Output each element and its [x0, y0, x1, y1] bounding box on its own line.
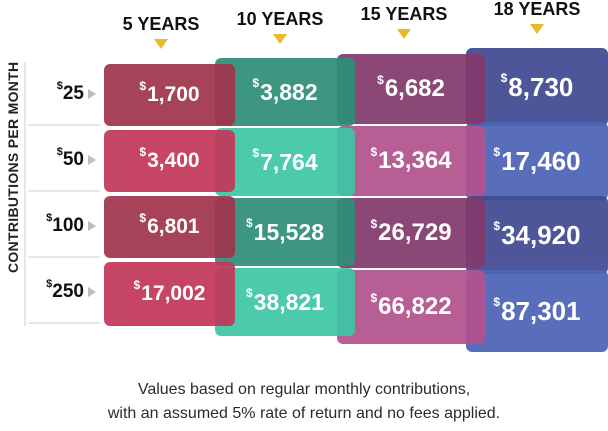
value-cell-250-10y: $38,821	[215, 268, 355, 336]
value-cell-100-18y: $34,920	[466, 196, 608, 274]
right-arrow-icon	[88, 221, 96, 231]
value-cell-100-5y: $6,801	[104, 196, 235, 258]
row-label-amount: 100	[52, 215, 84, 236]
down-arrow-icon	[530, 24, 544, 34]
dollar-sign: $	[133, 278, 141, 292]
value-amount: 15,528	[253, 218, 325, 245]
value-amount: 6,801	[147, 215, 200, 238]
footnote-line-1: Values based on regular monthly contribu…	[137, 381, 471, 398]
value-amount: 6,682	[384, 75, 445, 102]
value-cell-100-10y: $15,528	[215, 198, 355, 266]
value-cell-50-15y: $13,364	[337, 126, 485, 196]
column-header-label: 18 YEARS	[493, 0, 581, 19]
value-cell-25-10y: $3,882	[215, 58, 355, 126]
right-arrow-icon	[88, 287, 96, 297]
dollar-sign: $	[245, 216, 253, 230]
column-header-18-years: 18 YEARS	[472, 0, 602, 34]
row-label-amount: 250	[52, 281, 84, 302]
row-label-25: $25	[28, 64, 100, 126]
value-cell-50-18y: $17,460	[466, 122, 608, 200]
row-label-amount: 50	[62, 149, 84, 170]
dollar-sign: $	[56, 80, 63, 92]
value-amount: 17,002	[141, 282, 206, 305]
dollar-sign: $	[139, 145, 147, 159]
value-amount: 38,821	[253, 288, 325, 315]
dollar-sign: $	[500, 71, 508, 85]
down-arrow-icon	[273, 34, 287, 44]
value-cell-25-15y: $6,682	[337, 54, 485, 124]
dollar-sign: $	[46, 212, 53, 224]
down-arrow-icon	[154, 39, 168, 49]
dollar-sign: $	[139, 211, 147, 225]
dollar-sign: $	[493, 145, 501, 159]
dollar-sign: $	[252, 76, 260, 90]
dollar-sign: $	[493, 295, 501, 309]
row-label-50: $50	[28, 130, 100, 192]
footnote: Values based on regular monthly contribu…	[0, 378, 608, 426]
value-cell-25-18y: $8,730	[466, 48, 608, 126]
value-amount: 3,400	[147, 149, 200, 172]
dollar-sign: $	[370, 145, 378, 159]
dollar-sign: $	[370, 217, 378, 231]
dollar-sign: $	[46, 278, 53, 290]
column-header-label: 5 YEARS	[122, 14, 200, 34]
axis-bar	[24, 62, 26, 326]
right-arrow-icon	[88, 89, 96, 99]
value-amount: 7,764	[260, 148, 318, 175]
value-cell-250-5y: $17,002	[104, 262, 235, 326]
dollar-sign: $	[370, 291, 378, 305]
value-amount: 66,822	[378, 293, 452, 320]
dollar-sign: $	[493, 219, 501, 233]
column-header-5-years: 5 YEARS	[106, 14, 216, 49]
column-header-label: 10 YEARS	[236, 9, 324, 29]
column-header-label: 15 YEARS	[360, 4, 448, 24]
value-cell-25-5y: $1,700	[104, 64, 235, 126]
value-cell-250-18y: $87,301	[466, 270, 608, 352]
value-cell-250-15y: $66,822	[337, 270, 485, 344]
value-cell-50-5y: $3,400	[104, 130, 235, 192]
value-cell-100-15y: $26,729	[337, 198, 485, 268]
right-arrow-icon	[88, 155, 96, 165]
column-header-15-years: 15 YEARS	[343, 4, 465, 39]
row-label-250: $250	[28, 262, 100, 324]
value-cell-50-10y: $7,764	[215, 128, 355, 196]
value-amount: 8,730	[508, 71, 574, 102]
dollar-sign: $	[377, 73, 384, 87]
value-amount: 17,460	[501, 145, 581, 176]
footnote-line-2: with an assumed 5% rate of return and no…	[107, 405, 501, 422]
dollar-sign: $	[139, 79, 147, 93]
value-amount: 34,920	[501, 219, 581, 250]
value-amount: 3,882	[260, 78, 318, 105]
column-header-10-years: 10 YEARS	[220, 9, 340, 44]
dollar-sign: $	[245, 286, 253, 300]
dollar-sign: $	[56, 146, 63, 158]
value-amount: 87,301	[501, 295, 581, 326]
value-amount: 1,700	[147, 83, 200, 106]
dollar-sign: $	[252, 146, 260, 160]
value-amount: 26,729	[378, 219, 452, 246]
value-amount: 13,364	[378, 147, 452, 174]
down-arrow-icon	[397, 29, 411, 39]
row-label-100: $100	[28, 196, 100, 258]
axis-label: CONTRIBUTIONS PER MONTH	[5, 61, 21, 273]
row-label-amount: 25	[62, 83, 84, 104]
